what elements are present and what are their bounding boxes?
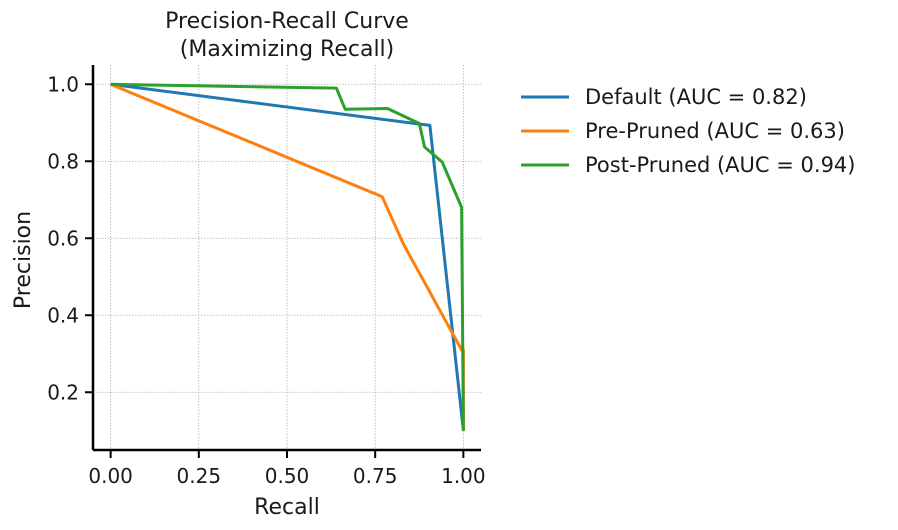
x-tick-label-3: 0.75 <box>353 464 398 488</box>
legend-label-1: Pre-Pruned (AUC = 0.63) <box>585 119 845 143</box>
y-tick-label-3: 0.8 <box>47 149 79 173</box>
y-tick-label-0: 0.2 <box>47 380 79 404</box>
ticks: 0.00 0.25 0.50 0.75 1.00 0.2 0.4 0.6 0.8 1.0 <box>47 72 485 488</box>
y-tick-label-1: 0.4 <box>47 303 79 327</box>
legend: Default (AUC = 0.82) Pre-Pruned (AUC = 0.… <box>521 85 855 177</box>
grid <box>93 65 481 450</box>
series-line-0 <box>110 82 465 431</box>
y-tick-label-4: 1.0 <box>47 72 79 96</box>
x-tick-label-1: 0.25 <box>177 464 222 488</box>
chart-title-line-1: Precision-Recall Curve <box>165 9 409 34</box>
chart-title-line-2: (Maximizing Recall) <box>180 37 395 62</box>
legend-label-2: Post-Pruned (AUC = 0.94) <box>585 153 855 177</box>
y-axis-label: Precision <box>11 211 36 309</box>
x-tick-label-2: 0.50 <box>265 464 310 488</box>
x-axis-label: Recall <box>254 495 320 520</box>
legend-label-0: Default (AUC = 0.82) <box>585 85 807 109</box>
x-tick-label-0: 0.00 <box>88 464 133 488</box>
x-tick-label-4: 1.00 <box>441 464 486 488</box>
series-lines <box>110 82 465 431</box>
y-tick-label-2: 0.6 <box>47 226 79 250</box>
series-line-2 <box>110 82 465 431</box>
